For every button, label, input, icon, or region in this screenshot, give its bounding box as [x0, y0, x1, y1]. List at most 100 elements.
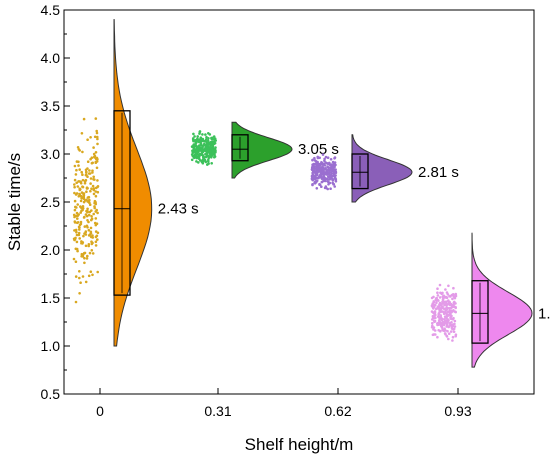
data-point-0 — [91, 252, 95, 255]
data-point-0.62 — [329, 166, 333, 169]
data-point-0 — [95, 234, 99, 238]
data-point-0 — [94, 240, 98, 244]
data-point-0.93 — [448, 309, 452, 312]
data-point-0.93 — [451, 339, 454, 342]
data-point-0.93 — [441, 295, 445, 298]
data-point-0.31 — [195, 145, 198, 148]
data-point-0 — [88, 203, 92, 206]
data-point-0.62 — [315, 187, 319, 190]
data-point-0 — [93, 201, 96, 205]
data-point-0.62 — [310, 176, 314, 180]
data-point-0 — [80, 191, 84, 194]
data-point-0.31 — [192, 144, 195, 147]
data-point-0 — [84, 230, 88, 233]
data-point-0 — [77, 213, 80, 216]
data-point-0.62 — [330, 164, 334, 167]
data-point-0.31 — [198, 145, 201, 149]
data-point-0 — [82, 234, 85, 238]
data-point-0 — [78, 276, 81, 280]
data-point-0.31 — [203, 143, 207, 146]
data-point-0.62 — [333, 177, 337, 180]
data-point-0 — [82, 196, 86, 199]
data-point-0 — [94, 217, 98, 220]
data-point-0.62 — [323, 186, 327, 190]
data-point-0 — [85, 198, 88, 202]
data-point-0.93 — [438, 283, 442, 287]
data-point-0.62 — [329, 168, 333, 171]
box-0 — [113, 110, 131, 296]
data-point-0 — [74, 228, 78, 232]
data-point-0 — [91, 171, 94, 174]
data-point-0.62 — [327, 170, 331, 174]
data-point-0.93 — [432, 303, 435, 306]
data-point-0 — [72, 213, 76, 217]
data-point-0 — [96, 190, 100, 194]
data-point-0.31 — [206, 139, 210, 142]
data-point-0.31 — [208, 155, 211, 158]
data-point-0.93 — [446, 293, 450, 296]
data-point-0.31 — [190, 158, 194, 162]
data-point-0.31 — [214, 151, 217, 154]
data-point-0.93 — [433, 319, 437, 323]
data-point-0 — [78, 194, 82, 197]
data-point-0.31 — [198, 132, 201, 135]
data-point-0.62 — [312, 167, 315, 170]
y-axis-title: Stable time/s — [5, 153, 24, 251]
data-point-0.31 — [190, 153, 194, 156]
mean-label-0.31: 3.05 s — [298, 141, 339, 158]
data-point-0.31 — [210, 162, 213, 165]
data-point-0.31 — [199, 141, 203, 145]
data-point-0.62 — [318, 156, 322, 160]
data-point-0.93 — [450, 326, 454, 329]
data-point-0.93 — [447, 337, 450, 341]
data-point-0 — [79, 220, 83, 224]
data-point-0.62 — [320, 185, 323, 188]
data-point-0 — [85, 170, 88, 174]
data-point-0.93 — [436, 315, 440, 318]
data-point-0 — [75, 181, 78, 185]
data-point-0.93 — [441, 299, 445, 303]
data-point-0 — [90, 218, 93, 222]
data-point-0 — [74, 173, 78, 176]
data-point-0.31 — [214, 149, 217, 152]
data-point-0 — [83, 251, 87, 255]
data-point-0 — [94, 194, 98, 198]
violin-0.62 — [351, 134, 413, 203]
data-point-0 — [79, 180, 82, 183]
data-point-0.93 — [443, 332, 447, 335]
data-point-0 — [87, 228, 91, 232]
plot-area: 2.43 s 3.05 s 2.81 s 1.34 s — [72, 19, 550, 368]
data-point-0 — [89, 270, 93, 274]
data-point-0.62 — [311, 183, 314, 186]
data-point-0.93 — [445, 335, 449, 338]
data-point-0.62 — [323, 157, 326, 161]
data-point-0.93 — [440, 318, 444, 322]
data-point-0 — [74, 236, 77, 240]
y-tick-label: 4.5 — [41, 2, 61, 18]
data-point-0 — [86, 254, 89, 258]
violin-0.93 — [471, 232, 533, 368]
data-point-0.31 — [198, 149, 201, 152]
data-point-0.31 — [194, 154, 197, 158]
data-point-0 — [73, 191, 76, 195]
data-point-0.31 — [204, 155, 208, 159]
data-point-0 — [78, 187, 81, 190]
data-point-0.62 — [331, 167, 335, 170]
data-point-0.31 — [204, 140, 208, 143]
data-point-0 — [90, 242, 94, 246]
data-point-0.93 — [441, 310, 445, 313]
data-point-0 — [81, 173, 84, 176]
data-point-0.31 — [201, 145, 204, 149]
y-tick-label: 2.0 — [41, 242, 61, 258]
data-point-0 — [84, 244, 88, 248]
data-point-0 — [88, 201, 91, 204]
data-point-0.62 — [327, 162, 330, 166]
data-point-0 — [73, 199, 77, 203]
data-point-0 — [78, 228, 81, 231]
data-point-0 — [75, 233, 79, 237]
data-point-0.31 — [198, 130, 202, 133]
data-point-0 — [94, 117, 98, 120]
data-point-0.93 — [432, 333, 436, 336]
data-point-0.93 — [453, 319, 457, 323]
data-point-0 — [76, 221, 80, 224]
